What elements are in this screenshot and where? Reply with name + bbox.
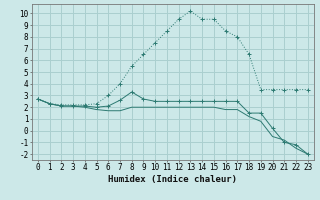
X-axis label: Humidex (Indice chaleur): Humidex (Indice chaleur) [108, 175, 237, 184]
